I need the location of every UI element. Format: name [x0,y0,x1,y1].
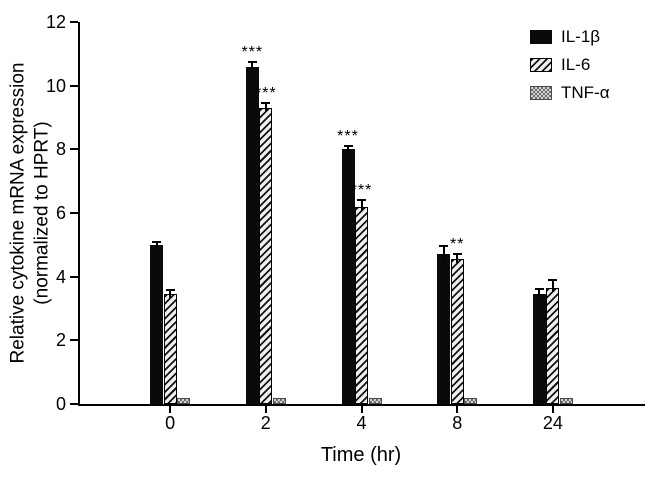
legend-item-il1b: IL-1β [530,28,610,46]
error-bar-il6-t4 [360,200,363,211]
y-axis-tick-label: 2 [55,330,66,351]
error-bar-cap-il6-t0 [165,289,175,292]
y-axis-tick-label: 6 [55,203,66,223]
y-axis-tick-label: 12 [45,12,66,32]
error-bar-cap-il1-t8 [439,245,449,248]
legend: IL-1β IL-6 TNF-α [530,28,610,102]
bar-il1-t2 [245,66,259,404]
error-bar-cap-il6-t4 [357,199,366,202]
y-axis-tick [70,84,78,87]
error-bar-il6-t24 [551,279,554,292]
legend-swatch-diagonal-hatch [530,58,552,72]
error-bar-il6-t2 [264,103,267,112]
bar-il6-t4 [355,206,368,404]
y-axis-tick-label: 0 [55,394,66,414]
error-bar-il1-t8 [442,246,445,259]
bar-tnf-t4 [368,397,382,404]
error-bar-cap-il6-t24 [548,278,558,281]
bar-il1-t4 [341,149,355,404]
bar-tnf-t0 [177,397,191,404]
legend-item-tnfa: TNF-α [530,84,610,102]
bar-il1-t24 [532,294,546,404]
legend-swatch-solid-black [530,30,552,44]
bar-il6-t2 [259,107,273,404]
x-axis-tick [264,406,267,413]
x-axis-tick-label: 0 [165,413,176,433]
bar-tnf-t24 [559,397,573,404]
bar-tnf-t8 [464,397,478,404]
legend-label-tnfa: TNF-α [561,83,610,102]
error-bar-il1-t2 [251,61,254,71]
y-axis-tick [70,339,78,342]
y-axis-tick-label: 10 [45,75,66,96]
error-bar-il1-t0 [155,241,158,249]
significance-stars-il6-t4: *** [350,182,373,200]
error-bar-cap-il1-t4 [343,144,353,147]
error-bar-il6-t0 [169,290,172,299]
significance-stars-il1-t4: *** [337,127,359,145]
legend-item-il6: IL-6 [530,56,610,74]
x-axis-tick [456,406,459,413]
significance-stars-il6-t8: ** [449,236,465,254]
legend-swatch-gray-checker [530,86,552,100]
x-axis-tick-label: 8 [452,413,463,433]
y-axis-tick-label: 8 [55,139,66,160]
y-axis-tick [70,212,78,214]
x-axis-tick-label: 4 [356,413,367,433]
y-axis-tick [70,148,78,151]
y-axis-tick-label: 4 [55,266,66,287]
error-bar-il1-t24 [538,289,541,299]
bar-il6-t0 [163,294,177,404]
significance-stars-il6-t2: *** [254,85,277,103]
y-axis-tick [70,275,78,278]
error-bar-cap-il1-t0 [152,240,162,243]
x-axis-tick [551,406,554,413]
x-axis-tick-label: 2 [260,413,271,433]
bar-il6-t24 [546,287,560,404]
legend-label-il1b: IL-1β [561,27,601,46]
x-axis-tick [360,406,363,413]
bar-il1-t0 [150,244,164,404]
legend-label-il6: IL-6 [561,55,591,74]
significance-stars-il1-t2: *** [241,43,264,61]
bar-tnf-t2 [272,397,286,404]
x-axis-tick [169,406,172,413]
x-axis-title: Time (hr) [320,444,402,466]
error-bar-cap-il1-t24 [534,288,544,291]
bar-il6-t8 [450,259,464,404]
bar-il1-t8 [437,254,451,404]
error-bar-il1-t4 [347,145,349,154]
x-axis-tick-label: 24 [542,413,563,433]
plot-area [78,22,645,406]
y-axis-tick [70,21,78,23]
error-bar-cap-il6-t2 [261,102,271,105]
error-bar-cap-il1-t2 [247,60,257,63]
y-axis-tick [70,403,78,405]
error-bar-cap-il6-t8 [452,253,462,256]
error-bar-il6-t8 [456,254,459,264]
